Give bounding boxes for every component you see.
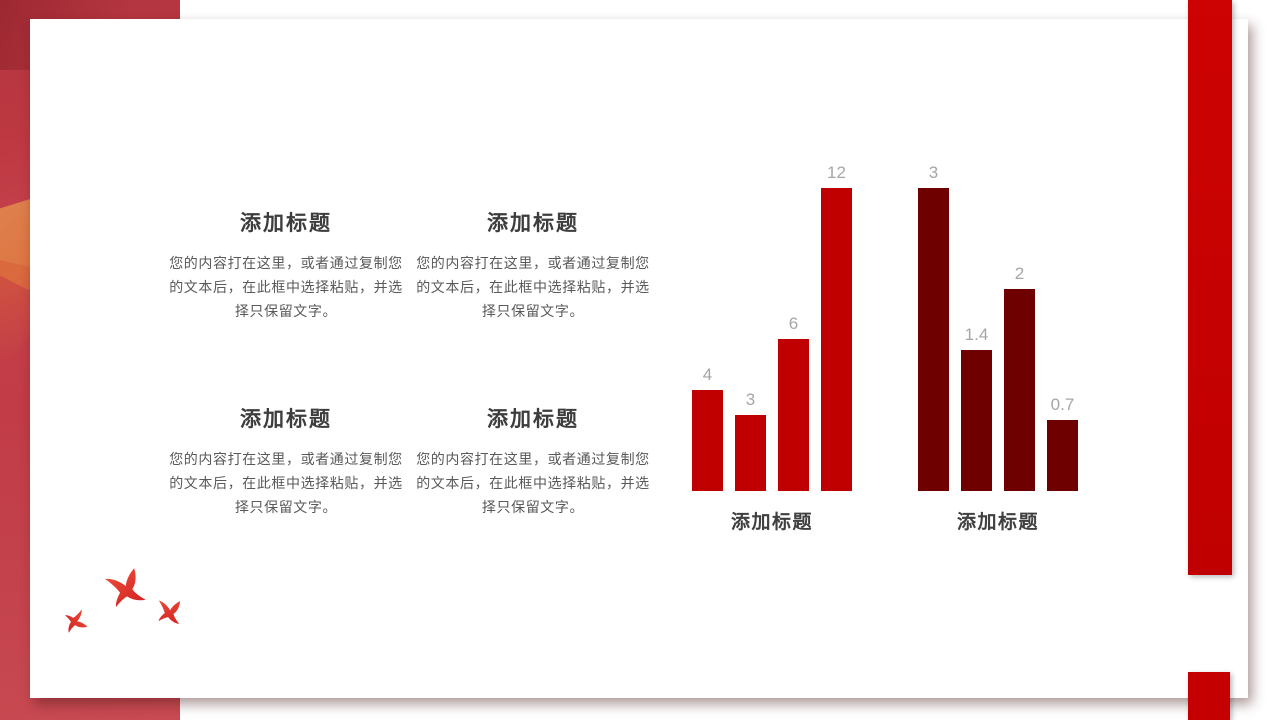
text-block: 添加标题 您的内容打在这里，或者通过复制您 的文本后，在此框中选择粘贴，并选 择… — [168, 212, 404, 323]
bar-group: 1.4 — [961, 325, 992, 491]
block-body: 您的内容打在这里，或者通过复制您 的文本后，在此框中选择粘贴，并选 择只保留文字… — [416, 255, 650, 319]
block-title: 添加标题 — [240, 212, 332, 235]
flying-bird-icon — [149, 591, 190, 631]
chart-title: 添加标题 — [730, 512, 813, 533]
bar — [821, 188, 852, 491]
bar-group: 2 — [1004, 264, 1035, 491]
bar-chart-maroon: 3 1.4 2 0.7 — [918, 160, 1078, 491]
bar — [1047, 420, 1078, 491]
right-red-bar-decoration — [1188, 0, 1232, 575]
bar — [961, 350, 992, 491]
block-title: 添加标题 — [240, 408, 332, 431]
text-block: 添加标题 您的内容打在这里，或者通过复制您 的文本后，在此框中选择粘贴，并选 择… — [168, 408, 404, 519]
bar-value-label: 2 — [1014, 264, 1025, 283]
text-block: 添加标题 您的内容打在这里，或者通过复制您 的文本后，在此框中选择粘贴，并选 择… — [415, 212, 651, 323]
bar — [692, 390, 723, 491]
block-body: 您的内容打在这里，或者通过复制您 的文本后，在此框中选择粘贴，并选 择只保留文字… — [169, 255, 403, 319]
bottom-right-red-square-decoration — [1188, 672, 1230, 720]
flying-bird-icon — [101, 564, 150, 612]
text-block: 添加标题 您的内容打在这里，或者通过复制您 的文本后，在此框中选择粘贴，并选 择… — [415, 408, 651, 519]
bar-group: 3 — [735, 390, 766, 491]
bar-value-label: 0.7 — [1050, 395, 1075, 414]
bar-group: 3 — [918, 163, 949, 491]
block-body: 您的内容打在这里，或者通过复制您 的文本后，在此框中选择粘贴，并选 择只保留文字… — [169, 451, 403, 515]
bar-chart-red: 4 3 6 12 — [692, 160, 852, 491]
bar-value-label: 1.4 — [964, 325, 989, 344]
bar-group: 4 — [692, 365, 723, 491]
bar-group: 0.7 — [1047, 395, 1078, 491]
slide-card — [30, 19, 1248, 698]
bar — [1004, 289, 1035, 491]
flying-birds-decoration — [62, 564, 190, 636]
bar — [735, 415, 766, 491]
bar-value-label: 4 — [702, 365, 713, 384]
bar-value-label: 6 — [788, 314, 799, 333]
block-body: 您的内容打在这里，或者通过复制您 的文本后，在此框中选择粘贴，并选 择只保留文字… — [416, 451, 650, 515]
bar-value-label: 12 — [827, 163, 846, 182]
bar-value-label: 3 — [928, 163, 939, 182]
bar-group: 12 — [821, 163, 852, 491]
block-title: 添加标题 — [487, 408, 579, 431]
chart-title: 添加标题 — [956, 512, 1039, 533]
bar — [778, 339, 809, 491]
flying-bird-icon — [62, 606, 91, 636]
bar — [918, 188, 949, 491]
bar-group: 6 — [778, 314, 809, 491]
bar-value-label: 3 — [745, 390, 756, 409]
block-title: 添加标题 — [487, 212, 579, 235]
